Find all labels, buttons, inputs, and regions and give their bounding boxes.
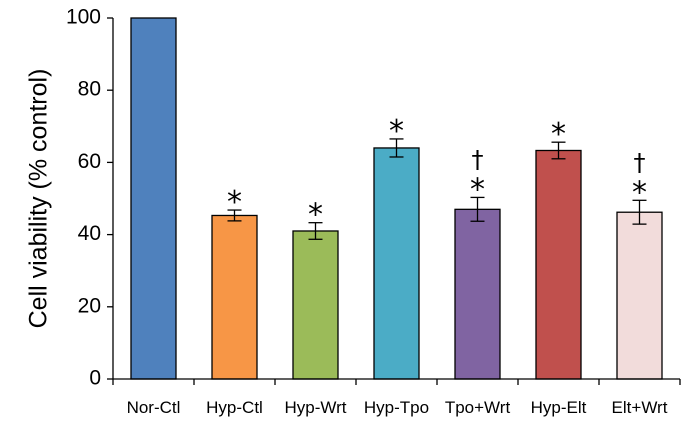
significance-annotations: * ***†**† <box>227 114 647 233</box>
y-tick-label: 20 <box>78 294 101 317</box>
bar-elt-wrt <box>616 211 663 380</box>
bar-hyp-ctl <box>211 214 258 380</box>
significance-star: * <box>632 175 647 210</box>
bars <box>130 17 663 380</box>
significance-dagger: † <box>472 145 484 173</box>
y-tick-label: 40 <box>78 222 101 245</box>
y-tick-label: 80 <box>78 78 101 101</box>
bar-nor-ctl <box>130 17 177 380</box>
x-tick-label: Hyp-Wrt <box>284 398 346 417</box>
bar-hyp-tpo <box>373 147 420 380</box>
y-tick-label: 0 <box>89 367 101 390</box>
x-tick-label: Nor-Ctl <box>127 398 181 417</box>
x-tick-label: Hyp-Ctl <box>206 398 263 417</box>
y-axis-title-group: Cell viability (% control) <box>25 69 53 329</box>
x-tick-label: Hyp-Tpo <box>364 398 429 417</box>
x-tick-label: Tpo+Wrt <box>445 398 511 417</box>
significance-star: * <box>389 114 404 149</box>
y-tick-label: 60 <box>78 150 101 173</box>
y-axis-ticks: 0 20 40 60 80 100 <box>66 6 113 390</box>
x-axis: Nor-Ctl Hyp-Ctl Hyp-Wrt Hyp-Tpo Tpo+Wrt Hyp-E… <box>112 378 681 417</box>
significance-star: * <box>227 185 242 220</box>
bar-hyp-wrt <box>292 230 339 380</box>
y-tick-label: 100 <box>66 6 101 29</box>
y-axis-title: Cell viability (% control) <box>25 69 53 329</box>
error-bars <box>227 138 647 240</box>
significance-dagger: † <box>634 148 646 176</box>
significance-star: * <box>470 172 485 207</box>
significance-star: * <box>308 198 323 233</box>
bar-tpo-wrt <box>454 208 501 380</box>
significance-star: * <box>551 117 566 152</box>
x-tick-label: Elt+Wrt <box>612 398 668 417</box>
bar-hyp-elt <box>535 149 582 380</box>
x-tick-label: Hyp-Elt <box>531 398 587 417</box>
